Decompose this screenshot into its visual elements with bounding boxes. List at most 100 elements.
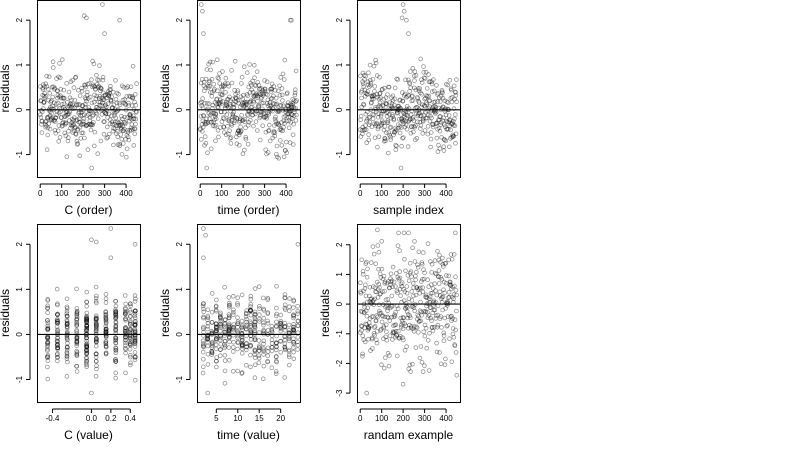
residual-point xyxy=(293,118,299,123)
residual-point xyxy=(88,108,94,114)
residual-point xyxy=(85,122,91,127)
residual-point xyxy=(412,78,417,83)
residual-point xyxy=(240,96,246,101)
residual-point xyxy=(235,339,241,345)
residual-point xyxy=(432,258,438,263)
y-tick-label: 0 xyxy=(335,107,344,112)
y-tick-label: 1 xyxy=(335,272,344,277)
residual-point xyxy=(267,106,273,111)
residual-point xyxy=(125,115,130,120)
residual-point xyxy=(387,305,393,311)
residual-point xyxy=(380,276,386,282)
residual-point xyxy=(239,343,245,349)
residual-point xyxy=(282,320,288,326)
residual-point xyxy=(396,335,402,341)
residual-point xyxy=(199,2,204,7)
residual-point xyxy=(93,318,99,323)
residual-point xyxy=(65,321,70,326)
residual-point xyxy=(269,341,275,346)
residual-point xyxy=(250,112,256,118)
residual-point xyxy=(222,326,228,332)
residual-point xyxy=(365,82,371,87)
residual-point xyxy=(282,347,288,353)
residual-point xyxy=(433,288,438,293)
residual-point xyxy=(286,308,292,314)
residual-point xyxy=(368,80,374,86)
residual-point xyxy=(45,354,50,360)
residual-point xyxy=(364,390,370,396)
residual-point xyxy=(114,100,120,106)
residual-point xyxy=(45,353,51,358)
residual-point xyxy=(122,329,128,334)
residual-point xyxy=(45,326,50,332)
residual-point xyxy=(255,93,261,99)
residual-point xyxy=(84,350,90,356)
residual-point xyxy=(286,118,292,124)
residual-point xyxy=(246,119,252,125)
residual-point xyxy=(391,330,397,336)
residual-point xyxy=(132,299,138,304)
residual-point xyxy=(444,118,449,124)
residual-point xyxy=(84,316,90,322)
residual-point xyxy=(256,355,262,361)
residual-point xyxy=(390,114,395,119)
residual-point xyxy=(65,359,70,365)
residual-point xyxy=(113,338,118,343)
residual-point xyxy=(414,285,420,290)
residual-point xyxy=(123,120,128,125)
residual-point xyxy=(123,317,128,323)
residual-point xyxy=(376,249,382,255)
residual-point xyxy=(420,116,426,122)
x-axis-label: randam example xyxy=(364,428,454,442)
residual-point xyxy=(206,80,212,85)
x-tick-label: 300 xyxy=(98,189,112,198)
residual-point xyxy=(106,111,112,117)
residual-point xyxy=(429,318,434,323)
residual-point xyxy=(371,297,376,303)
residual-point xyxy=(285,111,291,116)
residual-point xyxy=(430,310,436,316)
residual-point xyxy=(378,95,383,100)
residual-point xyxy=(225,97,230,102)
residual-point xyxy=(52,85,58,91)
residual-point xyxy=(389,314,394,320)
residual-point xyxy=(420,119,426,124)
residual-point xyxy=(65,112,70,118)
residual-point xyxy=(43,81,49,86)
residual-point xyxy=(130,127,136,132)
residual-point xyxy=(84,299,90,305)
residual-point xyxy=(261,315,267,321)
residual-point xyxy=(369,97,375,102)
residual-point xyxy=(425,277,430,283)
residual-point xyxy=(84,342,89,348)
residual-point xyxy=(74,312,79,318)
residual-point xyxy=(378,113,384,119)
residual-point xyxy=(421,329,427,335)
residual-point xyxy=(85,81,90,87)
y-tick-label: 0 xyxy=(15,332,24,337)
residual-point xyxy=(295,323,301,329)
residual-point xyxy=(113,324,118,330)
residual-point xyxy=(128,314,133,319)
residual-point xyxy=(282,295,288,301)
residual-point xyxy=(417,126,423,131)
residual-point xyxy=(231,322,237,327)
residual-point xyxy=(64,325,70,331)
residual-point xyxy=(401,337,406,343)
residual-point xyxy=(243,101,249,106)
residual-point xyxy=(228,104,233,109)
residual-point xyxy=(81,112,87,117)
residual-point xyxy=(376,302,382,308)
residual-point xyxy=(431,324,437,330)
residual-point xyxy=(42,84,47,89)
residual-point xyxy=(120,116,125,122)
residual-point xyxy=(417,113,423,119)
residual-point xyxy=(360,268,366,274)
residual-point xyxy=(256,338,262,343)
residual-point xyxy=(40,85,46,91)
residual-point xyxy=(453,140,458,146)
residual-point xyxy=(277,93,283,98)
residual-point xyxy=(432,307,438,313)
residual-point xyxy=(118,119,123,125)
residual-point xyxy=(205,343,211,349)
